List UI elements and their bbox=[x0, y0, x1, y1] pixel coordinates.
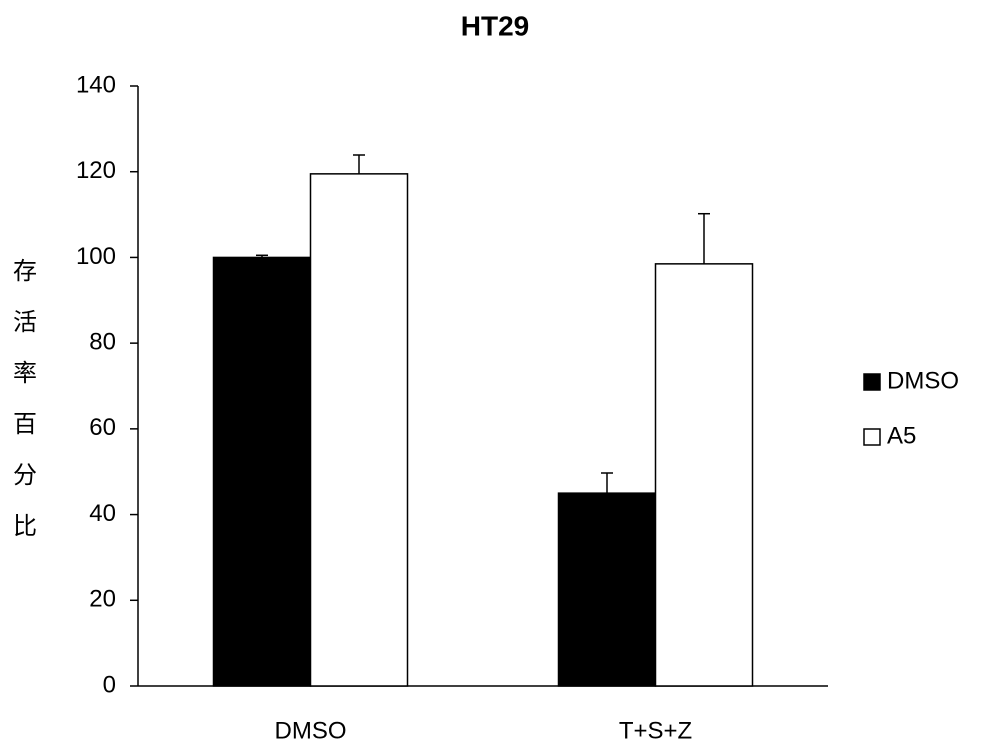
error-bar bbox=[353, 154, 365, 174]
y-axis-label: 存活率百分比 bbox=[9, 258, 37, 564]
y-tick-label: 140 bbox=[76, 71, 116, 98]
error-bar bbox=[601, 472, 613, 494]
y-tick-label: 20 bbox=[89, 586, 116, 613]
legend-label: A5 bbox=[887, 422, 916, 449]
legend-swatch bbox=[863, 373, 881, 391]
y-tick-label: 80 bbox=[89, 328, 116, 355]
legend-swatch bbox=[863, 428, 881, 446]
chart-title: HT29 bbox=[461, 10, 529, 41]
bar bbox=[557, 492, 657, 687]
y-tick-label: 40 bbox=[89, 500, 116, 527]
y-tick-label: 100 bbox=[76, 243, 116, 270]
y-tick-label: 120 bbox=[76, 157, 116, 184]
bar bbox=[309, 173, 409, 687]
error-bar bbox=[256, 254, 268, 258]
y-tick-label: 60 bbox=[89, 414, 116, 441]
x-tick-label: T+S+Z bbox=[619, 717, 692, 744]
error-bar bbox=[698, 212, 710, 264]
x-tick-label: DMSO bbox=[275, 717, 347, 744]
bar bbox=[212, 256, 312, 687]
legend-label: DMSO bbox=[887, 367, 959, 394]
bar bbox=[654, 263, 754, 687]
y-tick-label: 0 bbox=[103, 671, 116, 698]
